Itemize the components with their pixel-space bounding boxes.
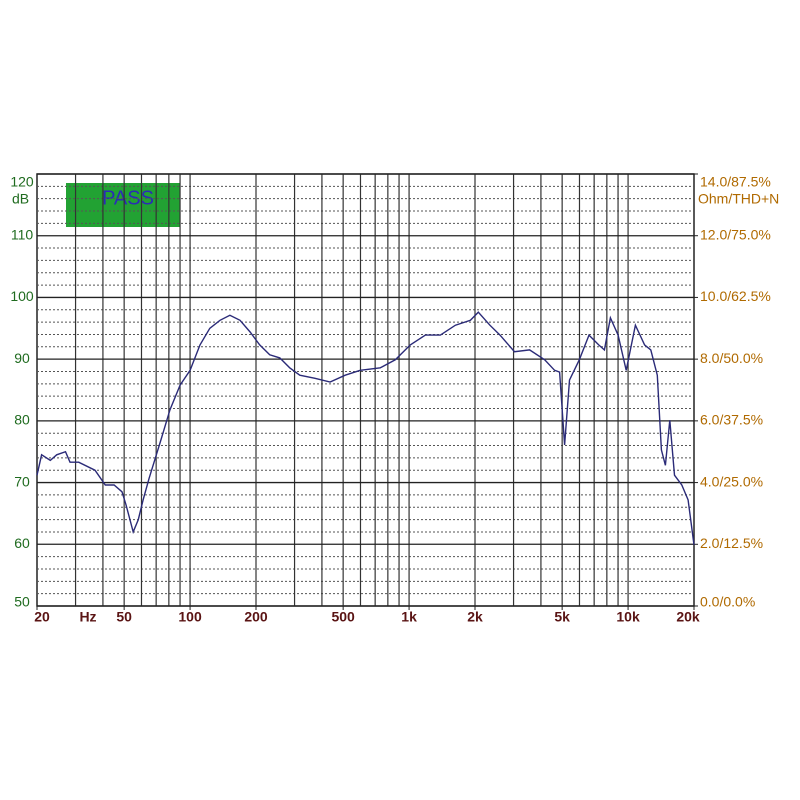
y2-axis-label: Ohm/THD+N	[698, 191, 779, 207]
y2-tick-label: 2.0/12.5%	[700, 535, 763, 551]
y-tick-label: 60	[14, 535, 30, 551]
y2-tick-label: 8.0/50.0%	[700, 350, 763, 366]
y2-tick-label: 12.0/75.0%	[700, 226, 771, 242]
x-tick-label: 2k	[467, 609, 483, 625]
x-axis-label: Hz	[79, 609, 96, 625]
y-tick-label: 100	[10, 288, 34, 304]
y-tick-label: 80	[14, 412, 30, 428]
y2-tick-label: 14.0/87.5%	[700, 174, 771, 190]
x-tick-label: 200	[244, 609, 268, 625]
y-tick-label: 90	[14, 350, 30, 366]
y2-tick-label: 4.0/25.0%	[700, 473, 763, 489]
x-tick-label: 10k	[616, 609, 640, 625]
x-tick-label: 5k	[554, 609, 570, 625]
y-tick-label: 110	[11, 226, 34, 242]
y-tick-label: 70	[14, 473, 30, 489]
y-axis-label: dB	[12, 191, 29, 207]
pass-badge	[66, 183, 180, 227]
y2-tick-label: 0.0/0.0%	[700, 594, 755, 610]
x-tick-label: 1k	[401, 609, 417, 625]
y2-tick-label: 10.0/62.5%	[700, 288, 771, 304]
y-tick-label: 120	[10, 174, 34, 190]
x-tick-label: 20k	[676, 609, 700, 625]
x-tick-label: 500	[331, 609, 355, 625]
x-tick-label: 100	[178, 609, 202, 625]
y2-tick-label: 6.0/37.5%	[700, 412, 763, 428]
x-tick-label: 20	[34, 609, 50, 625]
y-tick-label: 50	[14, 594, 30, 610]
response-curve	[36, 311, 695, 545]
x-tick-label: 50	[116, 609, 132, 625]
